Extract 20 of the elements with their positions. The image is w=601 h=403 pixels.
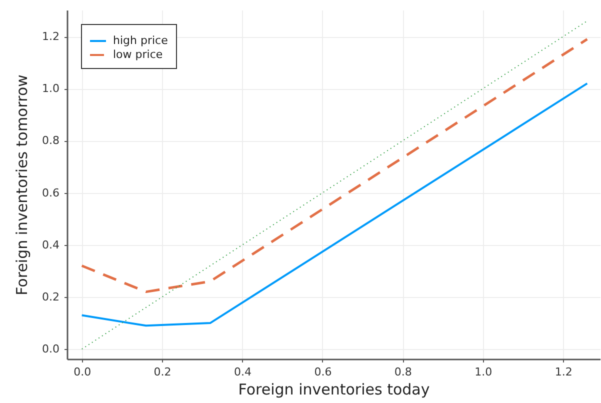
y-tick-label: 0.4: [42, 238, 60, 252]
y-axis-title: Foreign inventories tomorrow: [13, 74, 32, 296]
x-tick-label: 0.2: [154, 366, 172, 378]
y-tick-label: 0.0: [42, 342, 60, 356]
y-tick-label: 0.2: [42, 290, 60, 304]
y-tick-label: 0.6: [42, 186, 60, 200]
x-tick-label: 0.8: [394, 366, 412, 378]
x-axis-title: Foreign inventories today: [238, 380, 430, 398]
x-tick-label: 0.0: [74, 366, 92, 378]
x-tick-label: 0.4: [234, 366, 252, 378]
y-tick-label: 1.2: [42, 30, 60, 44]
line-series: [80, 82, 588, 327]
y-tick-label: 1.0: [42, 82, 60, 96]
y-tick-label: 0.8: [42, 134, 60, 148]
x-tick-label: 0.6: [314, 366, 332, 378]
x-tick-label: 1.0: [474, 366, 492, 378]
x-tick-label: 1.2: [554, 366, 572, 378]
legend-label: low price: [113, 48, 163, 61]
legend-label: high price: [113, 34, 168, 47]
line-series: [80, 38, 588, 294]
